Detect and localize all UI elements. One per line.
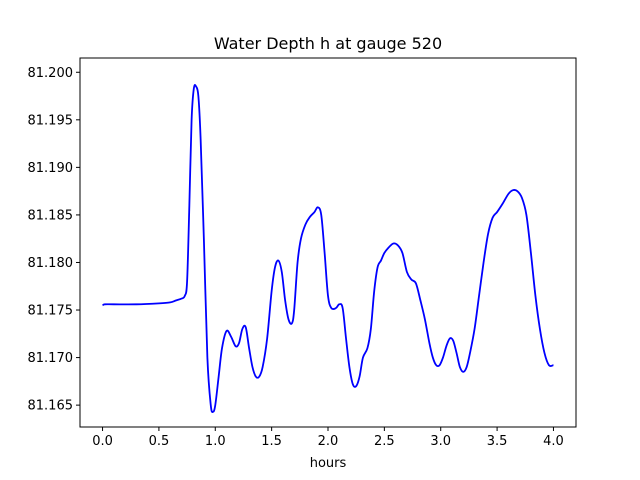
x-tick-label: 4.0 [543, 434, 564, 449]
y-axis: 81.165 81.170 81.175 81.180 81.185 81.190 81.1… [28, 66, 80, 414]
x-axis-label: hours [310, 456, 347, 471]
y-tick-label: 81.190 [28, 161, 74, 176]
x-tick-label: 1.0 [205, 434, 226, 449]
x-tick-label: 3.5 [487, 434, 508, 449]
chart-title: Water Depth h at gauge 520 [214, 34, 442, 53]
plot-area-frame [79, 57, 577, 428]
series-line-water-depth [102, 84, 554, 413]
y-tick-label: 81.175 [28, 304, 74, 319]
x-tick-label: 2.0 [318, 434, 339, 449]
x-tick-label: 2.5 [374, 434, 395, 449]
x-axis: 0.0 0.5 1.0 1.5 2.0 2.5 3.0 3.5 4.0 [92, 427, 564, 449]
y-tick-label: 81.195 [28, 113, 74, 128]
y-tick-label: 81.165 [28, 399, 74, 414]
y-tick-label: 81.170 [28, 351, 74, 366]
y-tick-label: 81.185 [28, 208, 74, 223]
x-tick-label: 1.5 [261, 434, 282, 449]
x-tick-label: 0.5 [149, 434, 170, 449]
y-tick-label: 81.200 [28, 66, 74, 81]
x-tick-label: 0.0 [92, 434, 113, 449]
x-tick-label: 3.0 [430, 434, 451, 449]
y-tick-label: 81.180 [28, 256, 74, 271]
